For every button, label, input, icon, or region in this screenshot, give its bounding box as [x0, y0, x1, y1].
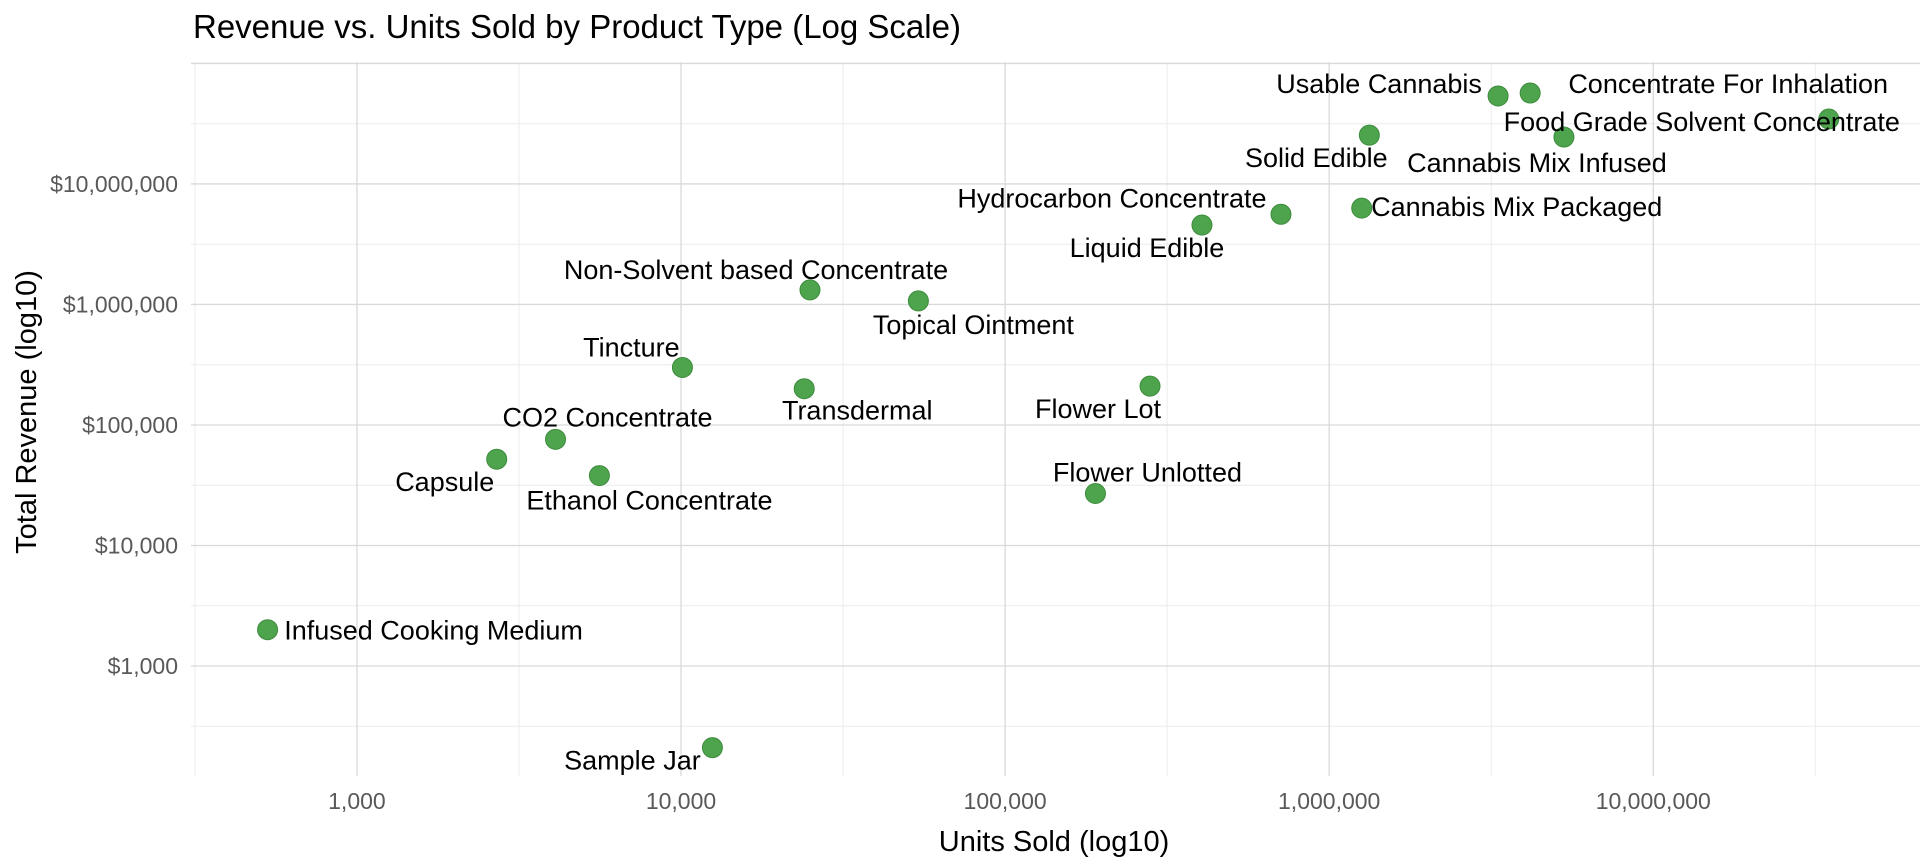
point-label: Solid Edible [1245, 143, 1388, 173]
data-point [1351, 197, 1373, 219]
point-label: Topical Ointment [873, 310, 1075, 340]
point-label: Tincture [583, 332, 680, 362]
data-point [545, 428, 567, 450]
data-point [1553, 126, 1575, 148]
point-label: Food Grade Solvent Concentrate [1504, 107, 1900, 137]
point-label: Flower Unlotted [1053, 457, 1242, 487]
data-point [257, 619, 279, 641]
y-tick-label: $1,000 [108, 653, 178, 679]
x-axis-title: Units Sold (log10) [939, 826, 1170, 858]
y-tick-label: $1,000,000 [63, 291, 178, 317]
point-label: CO2 Concentrate [502, 402, 712, 432]
point-label: Capsule [395, 467, 494, 497]
data-point [1358, 124, 1380, 146]
point-label: Cannabis Mix Infused [1407, 148, 1667, 178]
data-point [701, 737, 723, 759]
point-label: Hydrocarbon Concentrate [957, 183, 1266, 213]
data-point [588, 465, 610, 487]
y-tick-label: $10,000,000 [50, 171, 178, 197]
x-tick-label: 1,000,000 [1278, 788, 1380, 814]
point-label: Ethanol Concentrate [526, 486, 772, 516]
point-label: Flower Lot [1035, 394, 1162, 424]
major-gridlines [191, 62, 1920, 776]
data-point [793, 378, 815, 400]
point-label: Sample Jar [564, 746, 701, 776]
point-label: Transdermal [782, 396, 933, 426]
data-point [486, 448, 508, 470]
point-label: Concentrate For Inhalation [1568, 69, 1888, 99]
x-tick-label: 10,000 [646, 788, 716, 814]
data-point [1270, 203, 1292, 225]
data-points [257, 82, 1840, 759]
data-point [1519, 82, 1541, 104]
data-point [1487, 85, 1509, 107]
y-axis-tick-labels: $1,000 $10,000 $100,000 $1,000,000 $10,000,0… [50, 171, 178, 679]
point-label: Infused Cooking Medium [284, 616, 583, 646]
data-point [799, 279, 821, 301]
y-tick-label: $100,000 [82, 412, 178, 438]
data-point [1818, 108, 1840, 130]
data-point [671, 356, 693, 378]
chart-title: Revenue vs. Units Sold by Product Type (… [193, 8, 961, 45]
y-axis-title: Total Revenue (log10) [11, 270, 43, 554]
x-axis-tick-labels: 1,000 10,000 100,000 1,000,000 10,000,000 [328, 788, 1711, 814]
point-label: Cannabis Mix Packaged [1371, 192, 1662, 222]
data-point [907, 290, 929, 312]
x-tick-label: 1,000 [328, 788, 386, 814]
y-tick-label: $10,000 [95, 532, 178, 558]
data-point-labels: Infused Cooking Medium Sample Jar Capsule C… [284, 69, 1900, 776]
point-label: Non-Solvent based Concentrate [564, 255, 948, 285]
x-tick-label: 100,000 [964, 788, 1047, 814]
data-point [1139, 375, 1161, 397]
point-label: Usable Cannabis [1276, 69, 1482, 99]
data-point [1191, 214, 1213, 236]
point-label: Liquid Edible [1070, 233, 1225, 263]
minor-gridlines [191, 62, 1920, 776]
data-point [1084, 482, 1106, 504]
x-tick-label: 10,000,000 [1596, 788, 1711, 814]
